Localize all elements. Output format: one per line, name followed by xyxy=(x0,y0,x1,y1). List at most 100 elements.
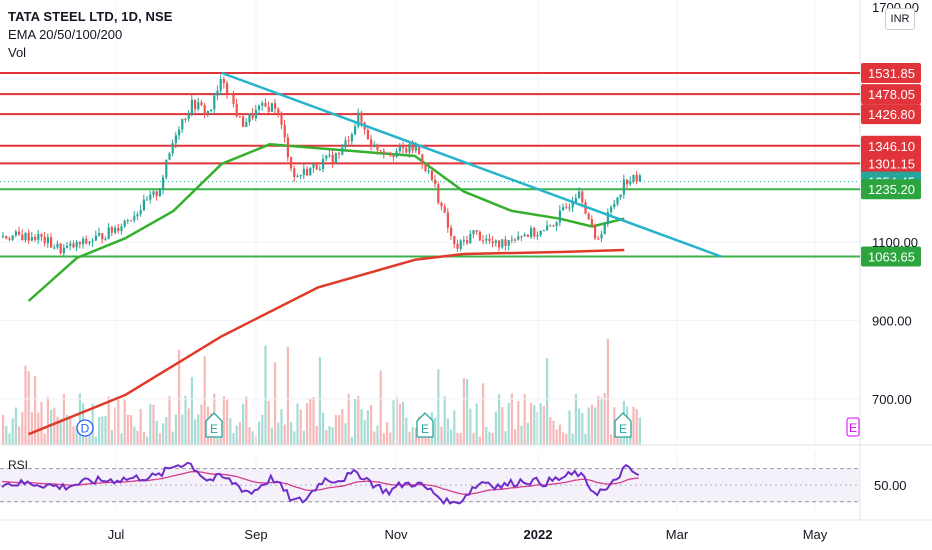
volume-bar xyxy=(344,423,347,445)
volume-bar xyxy=(293,431,296,445)
volume-bar xyxy=(146,436,149,445)
volume-bar xyxy=(517,401,520,445)
volume-bar xyxy=(258,421,261,445)
volume-bar xyxy=(507,402,510,445)
volume-bar xyxy=(181,414,184,445)
candle-body xyxy=(229,93,232,95)
candle-body xyxy=(171,143,174,154)
candle-body xyxy=(526,234,529,237)
volume-bar xyxy=(357,395,360,445)
candle-body xyxy=(277,108,280,113)
price-label-1478.05: 1478.05 xyxy=(868,87,915,102)
candle-body xyxy=(43,236,46,244)
candle-body xyxy=(501,239,504,248)
volume-bar xyxy=(568,410,571,445)
time-axis[interactable]: Jul Sep Nov 2022 Mar May xyxy=(0,519,932,542)
candle-body xyxy=(603,223,606,235)
candle-body xyxy=(382,150,385,154)
volume-bar xyxy=(334,414,337,445)
candle-body xyxy=(318,169,321,171)
symbol-title[interactable]: TATA STEEL LTD, 1D, NSE xyxy=(8,9,173,24)
volume-bar xyxy=(142,432,145,445)
ema-legend[interactable]: EMA 20/50/100/200 xyxy=(8,27,123,42)
volume-bar xyxy=(434,417,437,445)
candle-body xyxy=(155,191,158,196)
candle-body xyxy=(75,241,78,248)
volume-bar xyxy=(37,412,40,445)
earnings-marker-label: E xyxy=(210,422,218,436)
rsi-axis-label: 50.00 xyxy=(874,478,907,493)
volume-bar xyxy=(594,407,597,445)
volume-bar xyxy=(264,345,267,445)
volume-bar xyxy=(373,431,376,445)
candle-body xyxy=(302,168,305,175)
currency-badge[interactable]: INR xyxy=(885,8,915,30)
candle-body xyxy=(24,232,27,241)
volume-legend[interactable]: Vol xyxy=(8,45,27,60)
candle-body xyxy=(578,191,581,199)
candle-body xyxy=(427,170,430,172)
volume-bar xyxy=(376,425,379,445)
candle-body xyxy=(88,241,91,244)
volume-bar xyxy=(405,417,408,445)
volume-bar xyxy=(427,435,430,445)
volume-bar xyxy=(478,436,481,445)
candle-body xyxy=(354,126,357,135)
candle-body xyxy=(309,167,312,176)
volume-bar xyxy=(232,433,235,445)
volume-bar xyxy=(635,409,638,445)
candle-body xyxy=(421,154,424,165)
ema-200-line xyxy=(28,248,625,436)
trendline-layer[interactable] xyxy=(221,71,722,258)
price-label-bg xyxy=(861,246,921,267)
candle-body xyxy=(210,109,213,111)
volume-bar xyxy=(613,407,616,445)
volume-bar xyxy=(347,393,350,445)
candle-body xyxy=(574,198,577,203)
candle-body xyxy=(190,99,193,115)
volume-bar xyxy=(437,369,440,445)
future-earnings-marker xyxy=(846,417,860,437)
volume-bar xyxy=(306,403,309,445)
candle-body xyxy=(571,202,574,208)
chart-legend: TATA STEEL LTD, 1D, NSE EMA 20/50/100/20… xyxy=(8,8,173,62)
candle-body xyxy=(434,179,437,185)
candle-body xyxy=(293,168,296,178)
candle-body xyxy=(478,231,481,241)
price-label-1531.85: 1531.85 xyxy=(868,66,915,81)
earnings-marker xyxy=(205,412,223,438)
volume-bar xyxy=(360,409,363,445)
candle-body xyxy=(219,78,222,91)
volume-bar xyxy=(309,398,312,445)
candle-body xyxy=(114,227,117,233)
candle-body xyxy=(248,113,251,123)
volume-bar xyxy=(398,403,401,445)
volume-bar xyxy=(14,407,17,445)
volume-bar xyxy=(158,433,161,445)
volume-bar xyxy=(46,397,49,445)
candle-body xyxy=(222,78,225,84)
volume-bar xyxy=(178,349,181,445)
volume-bar xyxy=(590,404,593,445)
price-axis[interactable]: 1531.851478.051426.801346.101301.151254.… xyxy=(861,0,921,493)
volume-bar xyxy=(98,417,101,445)
price-axis-label: 700.00 xyxy=(872,392,912,407)
volume-bar xyxy=(88,427,91,445)
volume-bar xyxy=(341,409,344,445)
time-axis-label: Sep xyxy=(244,527,267,542)
earnings-marker xyxy=(416,412,434,438)
volume-bar xyxy=(238,422,241,445)
candle-body xyxy=(491,241,494,244)
volume-bar xyxy=(200,404,203,445)
rsi-pane: RSI xyxy=(0,458,860,506)
volume-bar xyxy=(392,400,395,445)
candle-body xyxy=(299,174,302,177)
volume-bar xyxy=(245,396,248,445)
levels-layer xyxy=(0,72,860,258)
dividend-marker xyxy=(76,419,94,437)
candle-body xyxy=(274,103,277,109)
candle-body xyxy=(242,116,245,127)
earnings-marker-label: E xyxy=(421,422,429,436)
